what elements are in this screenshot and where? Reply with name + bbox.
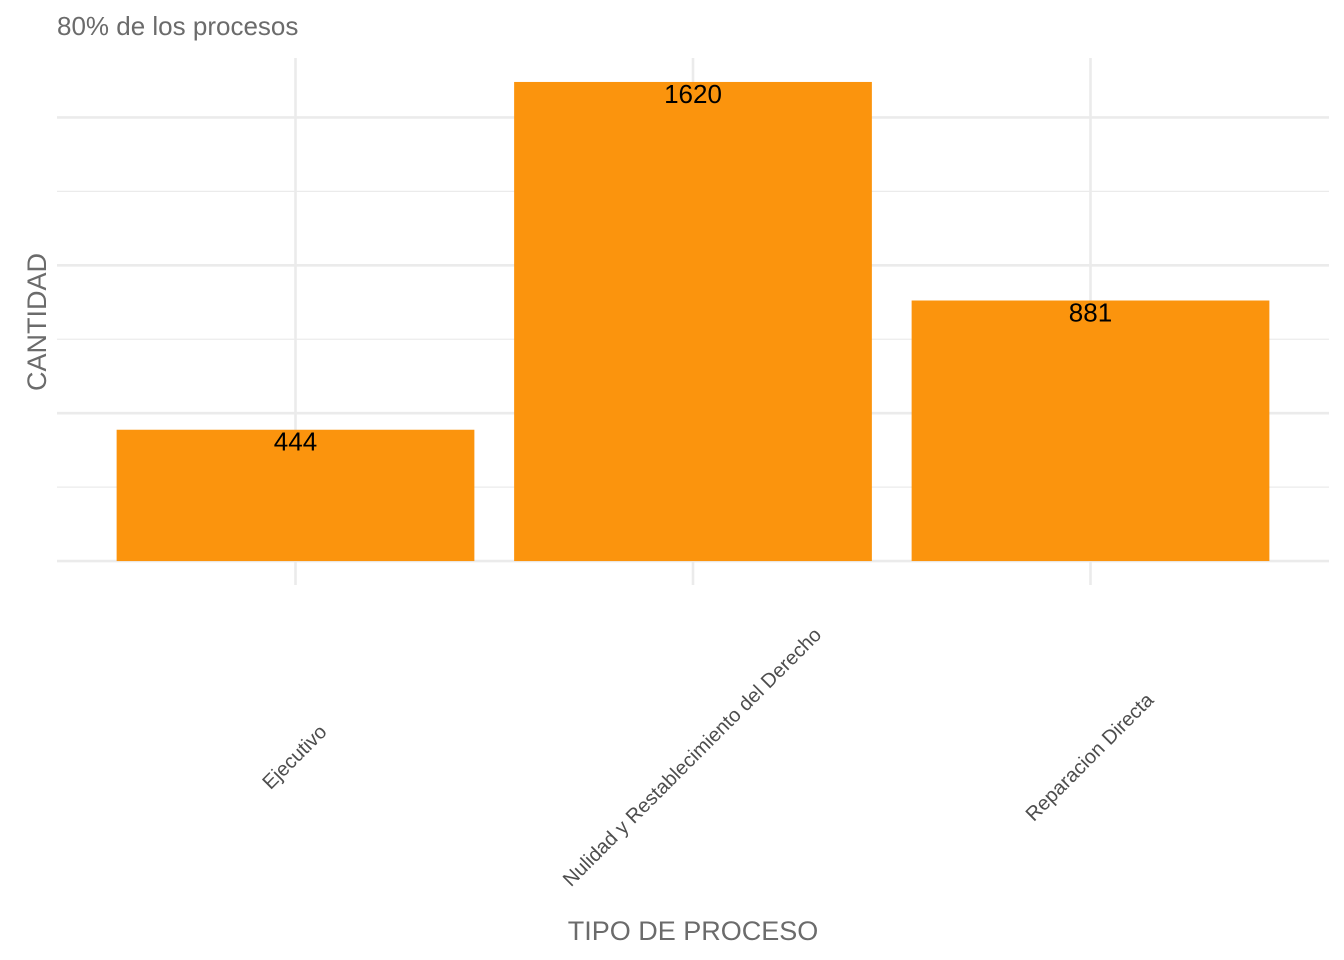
chart-subtitle: 80% de los procesos xyxy=(57,11,298,41)
bar xyxy=(911,300,1270,562)
x-tick-label: Reparacion Directa xyxy=(1022,689,1159,826)
x-axis-title: TIPO DE PROCESO xyxy=(568,916,819,946)
value-label: 1620 xyxy=(664,79,722,109)
x-tick-label: Ejecutivo xyxy=(259,721,332,794)
bar xyxy=(514,81,872,562)
x-tick-label: Nulidad y Restablecimiento del Derecho xyxy=(559,624,826,891)
value-label: 881 xyxy=(1069,298,1112,328)
bar xyxy=(116,429,475,562)
value-label: 444 xyxy=(274,427,317,457)
y-axis-title: CANTIDAD xyxy=(22,253,52,391)
